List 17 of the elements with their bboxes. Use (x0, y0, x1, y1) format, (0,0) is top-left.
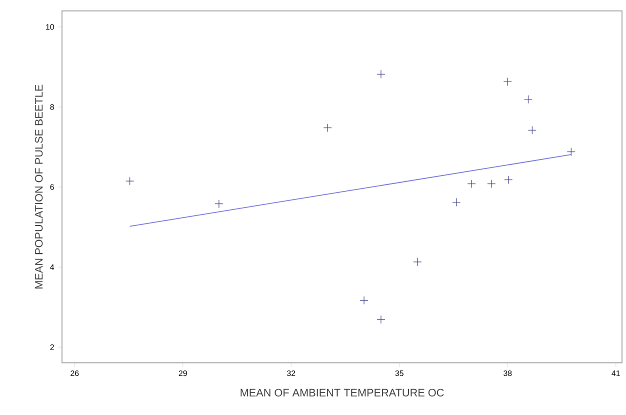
point (467, 179, 476, 188)
point (323, 123, 332, 132)
point (214, 199, 224, 208)
point (566, 147, 576, 156)
point (376, 70, 386, 78)
point (360, 296, 368, 304)
point (452, 198, 461, 206)
point (413, 257, 422, 266)
y-axis-title: MEAN POPULATION OF PULSE BEETLE (35, 84, 43, 288)
point (126, 176, 134, 186)
x-axis-title: MEAN OF AMBIENT TEMPERATURE OC (240, 388, 444, 396)
point (376, 315, 386, 324)
point (524, 94, 532, 104)
point (503, 77, 512, 86)
point (487, 179, 496, 188)
point (528, 126, 536, 134)
point (504, 175, 513, 184)
